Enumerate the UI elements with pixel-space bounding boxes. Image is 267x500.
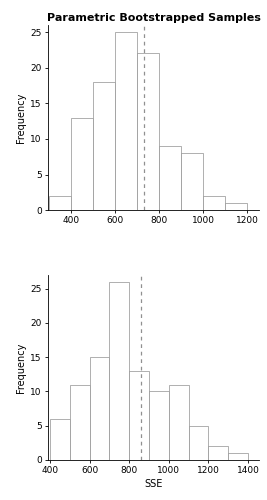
Bar	[49, 196, 71, 210]
Y-axis label: Frequency: Frequency	[16, 92, 26, 142]
Bar	[203, 196, 225, 210]
Bar	[225, 203, 247, 210]
Bar	[109, 282, 129, 460]
Bar	[115, 32, 137, 210]
Bar	[181, 153, 203, 210]
Bar	[137, 54, 159, 210]
Bar	[71, 118, 93, 210]
Bar	[50, 419, 70, 460]
Bar	[209, 446, 228, 460]
Bar	[159, 146, 181, 210]
Bar	[149, 392, 169, 460]
X-axis label: SSE: SSE	[144, 480, 163, 490]
Bar	[228, 453, 248, 460]
Bar	[129, 371, 149, 460]
Y-axis label: Frequency: Frequency	[16, 342, 26, 392]
Bar	[189, 426, 209, 460]
Title: Parametric Bootstrapped Samples: Parametric Bootstrapped Samples	[46, 13, 261, 23]
Bar	[93, 82, 115, 210]
Bar	[169, 384, 189, 460]
Bar	[70, 384, 90, 460]
Bar	[90, 357, 109, 460]
